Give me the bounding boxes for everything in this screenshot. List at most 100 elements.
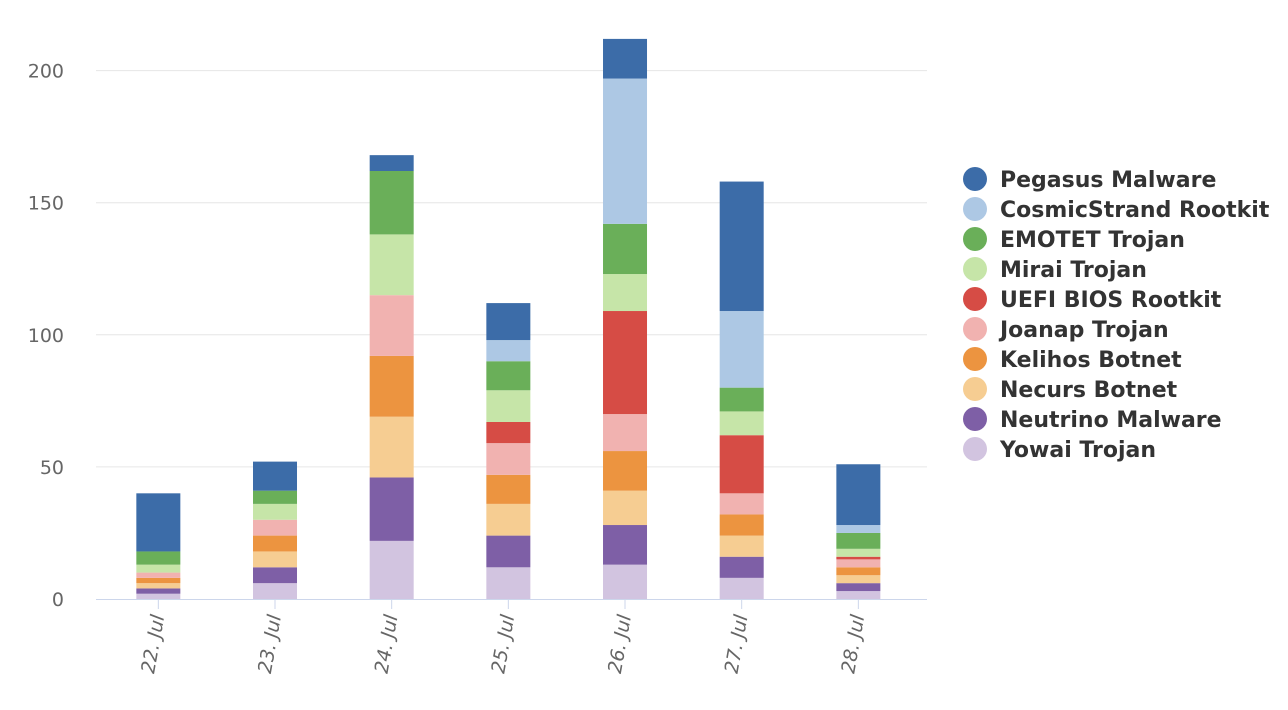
legend-item[interactable]: EMOTET Trojan bbox=[963, 227, 1185, 253]
legend-marker bbox=[963, 407, 987, 431]
bar-segment[interactable] bbox=[603, 311, 648, 415]
legend-marker bbox=[963, 197, 987, 221]
bar-segment[interactable] bbox=[603, 525, 648, 565]
bar-segment[interactable] bbox=[603, 490, 648, 526]
bar-segment[interactable] bbox=[253, 583, 298, 599]
bar-segment[interactable] bbox=[253, 567, 298, 584]
bar-segment[interactable] bbox=[136, 577, 181, 584]
bar-segment[interactable] bbox=[719, 181, 764, 312]
x-tick-label: 27. Jul bbox=[721, 612, 753, 675]
legend-marker bbox=[963, 317, 987, 341]
legend-item[interactable]: Necurs Botnet bbox=[963, 377, 1178, 403]
bar-segment[interactable] bbox=[486, 340, 531, 362]
bar-segment[interactable] bbox=[486, 443, 531, 475]
bar-segment[interactable] bbox=[136, 588, 181, 594]
bar-segment[interactable] bbox=[486, 361, 531, 391]
bar-segment[interactable] bbox=[253, 551, 298, 568]
bar-segment[interactable] bbox=[836, 559, 881, 568]
bar-segment[interactable] bbox=[136, 572, 181, 578]
bar-segment[interactable] bbox=[603, 414, 648, 452]
bar-segment[interactable] bbox=[369, 170, 414, 235]
bar-segment[interactable] bbox=[836, 548, 881, 557]
bar-segment[interactable] bbox=[719, 387, 764, 412]
legend: Pegasus Malware CosmicStrand Rootkit EMOTE… bbox=[963, 167, 1270, 463]
bar-segment[interactable] bbox=[369, 355, 414, 417]
legend-label: Kelihos Botnet bbox=[1000, 348, 1182, 373]
bar-segment[interactable] bbox=[486, 390, 531, 422]
bar-segment[interactable] bbox=[136, 593, 181, 599]
bar-segment[interactable] bbox=[136, 493, 181, 552]
bar-segment[interactable] bbox=[486, 474, 531, 504]
bar-segment[interactable] bbox=[719, 556, 764, 578]
x-tick-label: 28. Jul bbox=[837, 612, 869, 675]
x-tick-label: 25. Jul bbox=[487, 612, 519, 675]
bar-segment[interactable] bbox=[603, 274, 648, 312]
bar-segment[interactable] bbox=[253, 503, 298, 520]
legend-item[interactable]: Joanap Trojan bbox=[963, 317, 1169, 343]
x-tick-label: 23. Jul bbox=[254, 612, 286, 675]
legend-item[interactable]: Mirai Trojan bbox=[963, 257, 1147, 283]
bar-segment[interactable] bbox=[719, 411, 764, 436]
bar-segment[interactable] bbox=[719, 311, 764, 388]
bar-segment[interactable] bbox=[253, 461, 298, 491]
bar-segment[interactable] bbox=[486, 535, 531, 568]
legend-label: Joanap Trojan bbox=[998, 318, 1169, 343]
bar-segment[interactable] bbox=[603, 564, 648, 599]
bar-segment[interactable] bbox=[369, 477, 414, 541]
bar-segment[interactable] bbox=[369, 295, 414, 356]
x-tick-label: 26. Jul bbox=[604, 612, 636, 675]
bar-segment[interactable] bbox=[719, 435, 764, 494]
legend-label: Necurs Botnet bbox=[1000, 378, 1178, 403]
legend-marker bbox=[963, 347, 987, 371]
bar-segment[interactable] bbox=[253, 535, 298, 552]
bar-segment[interactable] bbox=[603, 451, 648, 491]
legend-label: Mirai Trojan bbox=[1000, 258, 1147, 283]
bar-segment[interactable] bbox=[719, 514, 764, 536]
bar-segment[interactable] bbox=[253, 519, 298, 536]
bar-segment[interactable] bbox=[836, 575, 881, 584]
bar-segment[interactable] bbox=[486, 421, 531, 444]
bar-segment[interactable] bbox=[603, 38, 648, 79]
bar-segment[interactable] bbox=[253, 490, 298, 504]
y-tick-label: 200 bbox=[28, 61, 64, 83]
bar-segment[interactable] bbox=[136, 583, 181, 589]
bar-segment[interactable] bbox=[486, 303, 531, 341]
bar-segment[interactable] bbox=[136, 551, 181, 565]
legend-item[interactable]: UEFI BIOS Rootkit bbox=[963, 287, 1222, 313]
bar-segment[interactable] bbox=[836, 556, 881, 560]
bar-segment[interactable] bbox=[486, 567, 531, 599]
bar-segment[interactable] bbox=[719, 493, 764, 515]
bar-segment[interactable] bbox=[369, 155, 414, 171]
bar-segment[interactable] bbox=[136, 564, 181, 573]
y-tick-label: 100 bbox=[28, 325, 64, 347]
x-tick-label: 24. Jul bbox=[371, 612, 403, 675]
bar-segment[interactable] bbox=[369, 540, 414, 599]
legend-item[interactable]: CosmicStrand Rootkit bbox=[963, 197, 1270, 223]
bar-segment[interactable] bbox=[836, 567, 881, 576]
y-axis: 0 50 100 150 200 bbox=[28, 61, 64, 611]
bar-segment[interactable] bbox=[369, 234, 414, 296]
bar-segment[interactable] bbox=[836, 525, 881, 533]
y-tick-label: 50 bbox=[40, 457, 64, 479]
bar-segment[interactable] bbox=[486, 503, 531, 536]
bar-segment[interactable] bbox=[836, 583, 881, 592]
legend-label: Pegasus Malware bbox=[1000, 168, 1216, 193]
bar-segment[interactable] bbox=[719, 577, 764, 599]
bar-segment[interactable] bbox=[836, 464, 881, 526]
legend-item[interactable]: Yowai Trojan bbox=[963, 437, 1156, 463]
legend-marker bbox=[963, 227, 987, 251]
bar-segment[interactable] bbox=[719, 535, 764, 557]
legend-marker bbox=[963, 167, 987, 191]
bar-segment[interactable] bbox=[603, 78, 648, 224]
legend-item[interactable]: Neutrino Malware bbox=[963, 407, 1222, 433]
y-tick-label: 0 bbox=[52, 589, 64, 611]
bar-segment[interactable] bbox=[369, 416, 414, 478]
bar-segment[interactable] bbox=[836, 591, 881, 599]
x-tick-label: 22. Jul bbox=[137, 612, 169, 675]
legend-item[interactable]: Kelihos Botnet bbox=[963, 347, 1182, 373]
y-tick-label: 150 bbox=[28, 193, 64, 215]
bar-segment[interactable] bbox=[836, 532, 881, 549]
legend-item[interactable]: Pegasus Malware bbox=[963, 167, 1216, 193]
legend-label: UEFI BIOS Rootkit bbox=[1000, 288, 1222, 313]
bar-segment[interactable] bbox=[603, 223, 648, 275]
